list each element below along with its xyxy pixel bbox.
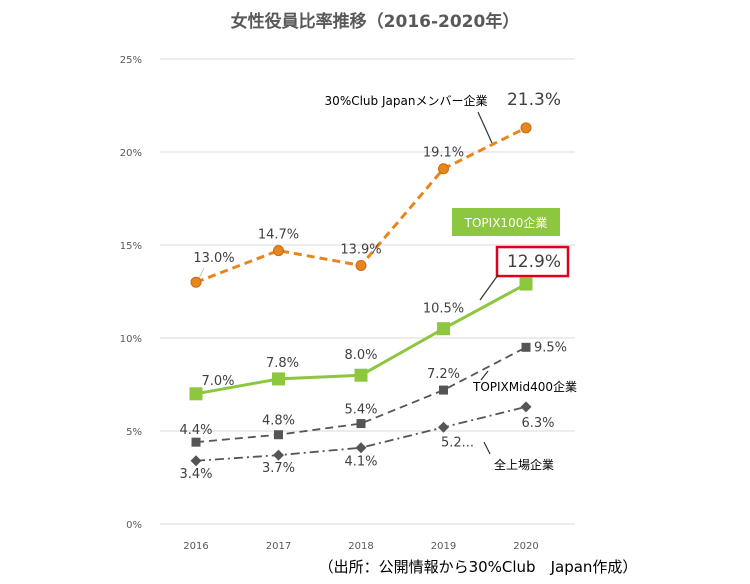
data-label: 4.8% [262,414,295,429]
data-point [274,430,283,440]
data-label: 4.1% [344,455,377,470]
series-line [195,346,527,444]
y-tick-label: 20% [120,148,142,159]
leader-line [198,267,205,279]
highlight-box [495,245,570,278]
data-point [273,449,284,461]
y-axis-ticks: 0% 5% 10% 15% 20% 25% [120,55,142,531]
data-label: 7.0% [201,374,234,389]
data-point [272,372,285,386]
data-point [520,401,532,413]
data-point [191,437,201,447]
y-tick-label: 25% [120,55,142,66]
data-label: 5.4% [344,403,377,418]
y-tick-label: 5% [126,427,142,438]
series-markers [189,122,533,467]
data-point [356,419,366,429]
y-tick-label: 15% [120,241,142,252]
data-label: 3.7% [262,461,295,476]
series-name-topixmid400: TOPIXMid400企業 [472,379,577,394]
data-label: 14.7% [258,228,299,243]
x-tick-label: 2018 [348,541,373,552]
data-label: 21.3% [507,90,561,110]
data-label: 6.3% [521,416,554,431]
data-point [437,322,450,336]
callout-line [479,274,499,301]
data-point [273,245,284,257]
data-label: 3.4% [179,467,212,482]
data-label: 13.9% [340,242,381,257]
data-point [189,387,203,401]
data-label: 13.0% [193,251,234,266]
y-tick-label: 10% [120,334,142,345]
series-name-box [452,208,560,236]
data-label: 7.8% [266,356,299,371]
chart-title: 女性役員比率推移（2016-2020年） [231,11,520,32]
data-label: 8.0% [344,348,377,363]
data-point [520,122,532,134]
x-tick-label: 2016 [183,541,208,552]
data-label: 10.5% [423,302,464,317]
data-point [190,276,202,288]
data-label: 7.2% [427,367,460,382]
x-tick-label: 2020 [513,541,538,552]
data-point [355,442,367,454]
data-point [519,277,533,291]
data-label: 12.9% [507,252,561,272]
data-point [439,385,448,395]
data-point [438,163,449,175]
series-name-30club: 30%Club Japanメンバー企業 [325,93,488,108]
series-line [195,126,527,284]
source-note: （出所：公開情報から30%Club Japan作成） [319,558,638,576]
data-label: 4.4% [179,423,212,438]
callout-line [483,441,491,455]
series-name-all-listed: 全上場企業 [494,457,554,472]
series-name-labels: 30%Club Japanメンバー企業 TOPIX100企業 TOPIXMid400… [325,93,577,472]
y-tick-label: 0% [126,520,142,531]
data-label: 19.1% [423,146,464,161]
data-point [355,259,367,271]
x-axis-ticks: 2016 2017 2018 2019 2020 [183,541,538,552]
data-point [521,342,531,352]
data-labels: 13.0% 14.7% 13.9% 19.1% 21.3% 7.0% 7.8% 8.0% 10.… [179,90,567,482]
gridlines [160,58,575,525]
data-label: 5.2... [441,435,474,450]
data-point [354,368,368,382]
data-label: 9.5% [534,340,567,355]
callout-line [480,370,489,381]
series-annotations [198,111,570,455]
data-point [190,455,202,467]
callout-line [477,111,493,144]
x-tick-label: 2019 [431,541,456,552]
series-name-topix100: TOPIX100企業 [464,215,548,230]
data-point [438,421,449,433]
x-tick-label: 2017 [266,541,291,552]
